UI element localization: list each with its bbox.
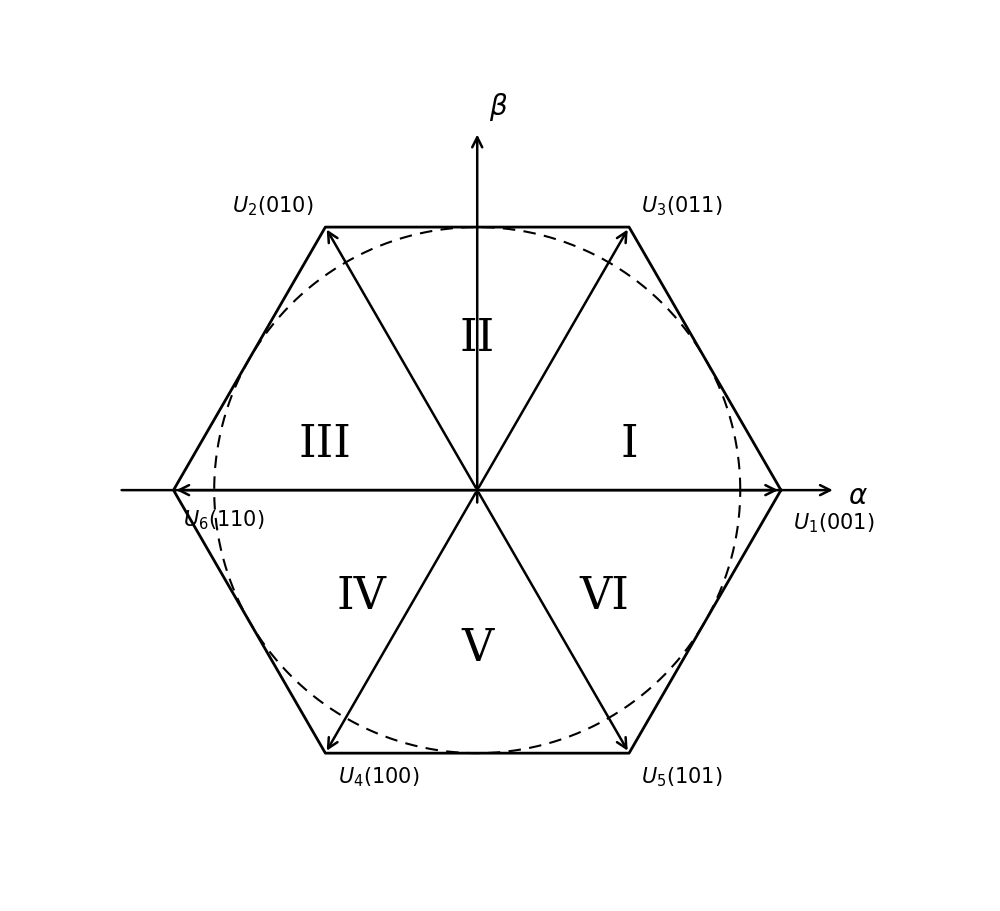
- Text: $U_2(010)$: $U_2(010)$: [232, 194, 313, 218]
- Text: $U_4(100)$: $U_4(100)$: [338, 765, 419, 789]
- Text: $U_1(001)$: $U_1(001)$: [793, 511, 875, 535]
- Text: $U_5(101)$: $U_5(101)$: [641, 765, 723, 789]
- Text: $\beta$: $\beta$: [489, 90, 508, 123]
- Text: VI: VI: [580, 575, 630, 618]
- Text: $\alpha$: $\alpha$: [848, 483, 868, 509]
- Text: II: II: [460, 317, 495, 360]
- Text: V: V: [461, 627, 493, 670]
- Text: III: III: [299, 423, 352, 466]
- Text: $U_3(011)$: $U_3(011)$: [641, 194, 723, 218]
- Text: $U_6(110)$: $U_6(110)$: [183, 508, 264, 532]
- Text: I: I: [620, 423, 638, 466]
- Text: IV: IV: [337, 575, 387, 618]
